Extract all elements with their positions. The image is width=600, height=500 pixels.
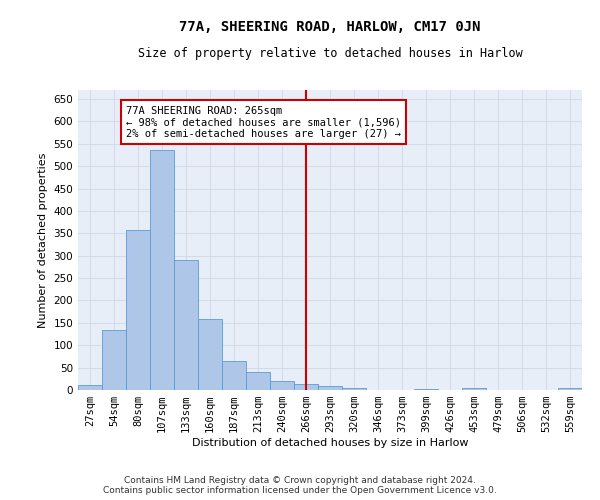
Bar: [270, 382, 294, 390]
X-axis label: Distribution of detached houses by size in Harlow: Distribution of detached houses by size …: [192, 438, 468, 448]
Bar: [462, 388, 486, 390]
Bar: [222, 361, 246, 390]
Text: Size of property relative to detached houses in Harlow: Size of property relative to detached ho…: [137, 48, 523, 60]
Bar: [294, 384, 318, 390]
Bar: [198, 320, 222, 390]
Bar: [342, 388, 366, 390]
Bar: [102, 330, 126, 390]
Bar: [174, 260, 198, 390]
Y-axis label: Number of detached properties: Number of detached properties: [38, 152, 48, 328]
Text: Contains HM Land Registry data © Crown copyright and database right 2024.
Contai: Contains HM Land Registry data © Crown c…: [103, 476, 497, 495]
Bar: [150, 150, 174, 390]
Bar: [78, 385, 102, 390]
Bar: [318, 386, 342, 390]
Bar: [558, 388, 582, 390]
Bar: [246, 372, 270, 390]
Text: 77A, SHEERING ROAD, HARLOW, CM17 0JN: 77A, SHEERING ROAD, HARLOW, CM17 0JN: [179, 20, 481, 34]
Text: 77A SHEERING ROAD: 265sqm
← 98% of detached houses are smaller (1,596)
2% of sem: 77A SHEERING ROAD: 265sqm ← 98% of detac…: [126, 106, 401, 139]
Bar: [414, 388, 438, 390]
Bar: [126, 230, 150, 390]
